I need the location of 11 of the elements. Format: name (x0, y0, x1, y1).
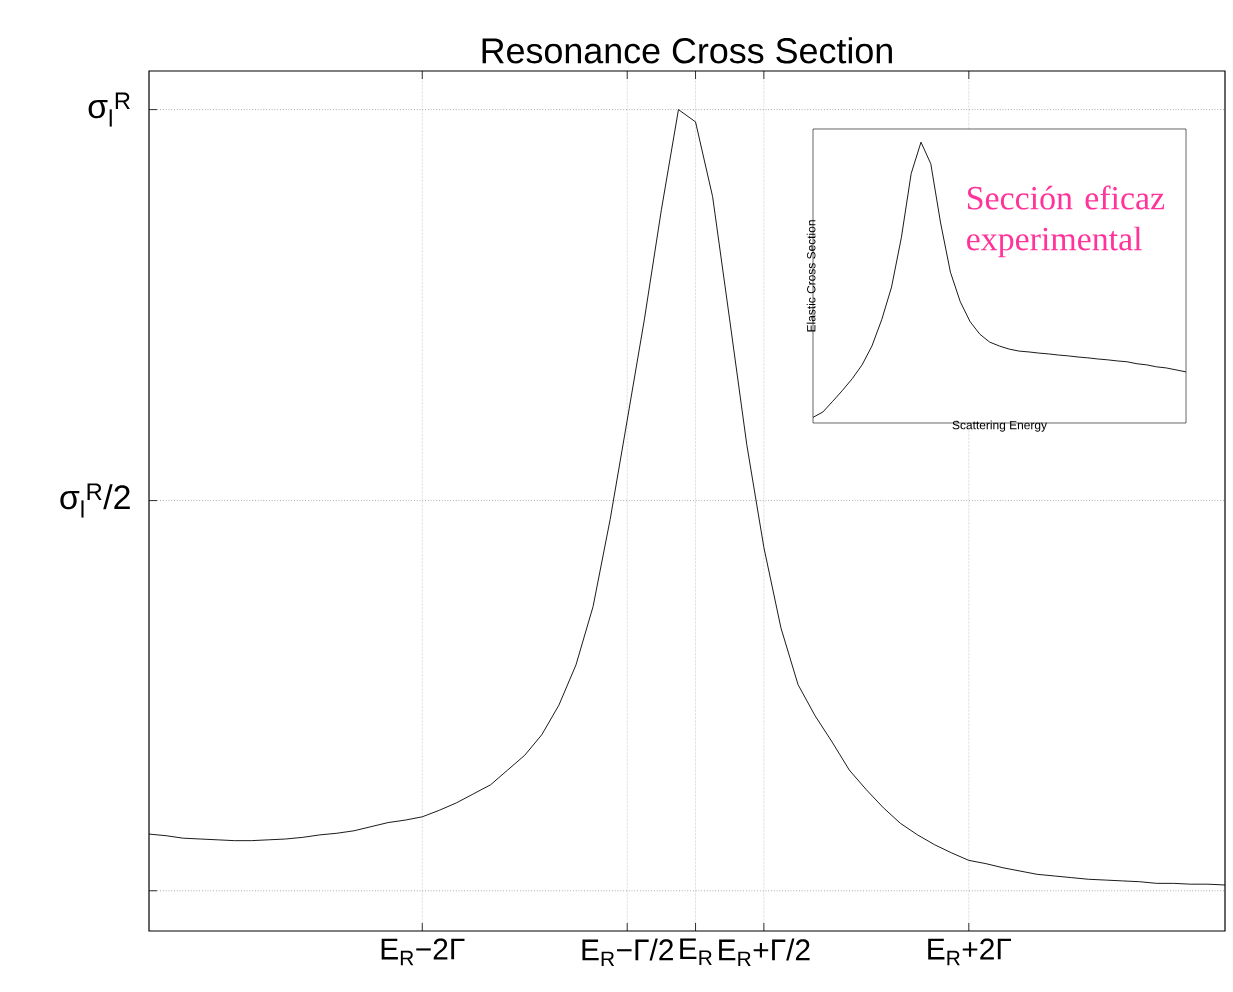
x-tick-label: E$_{R}$+Γ/2 (719, 938, 810, 967)
x-tick-label: E$_{R}$+2Γ (928, 938, 1012, 966)
annotation: Sección eficaz experimental (967, 185, 1165, 258)
ref-line-label: σ$_{l}$$^{R}$/2 (60, 483, 130, 518)
x-tick-label: E$_{R}$−2Γ (381, 938, 465, 966)
y-axis-title: Elastic Cross Section (806, 220, 816, 332)
x-tick-label: E$_{R}$ (680, 938, 712, 965)
x-tick-label: E$_{R}$−Γ/2 (582, 938, 673, 967)
ref-line-label: σ$_{l}$R (88, 92, 130, 127)
chart-title: Resonance Cross Section (482, 37, 892, 64)
x-axis-title: Scattering Energy (952, 420, 1047, 432)
